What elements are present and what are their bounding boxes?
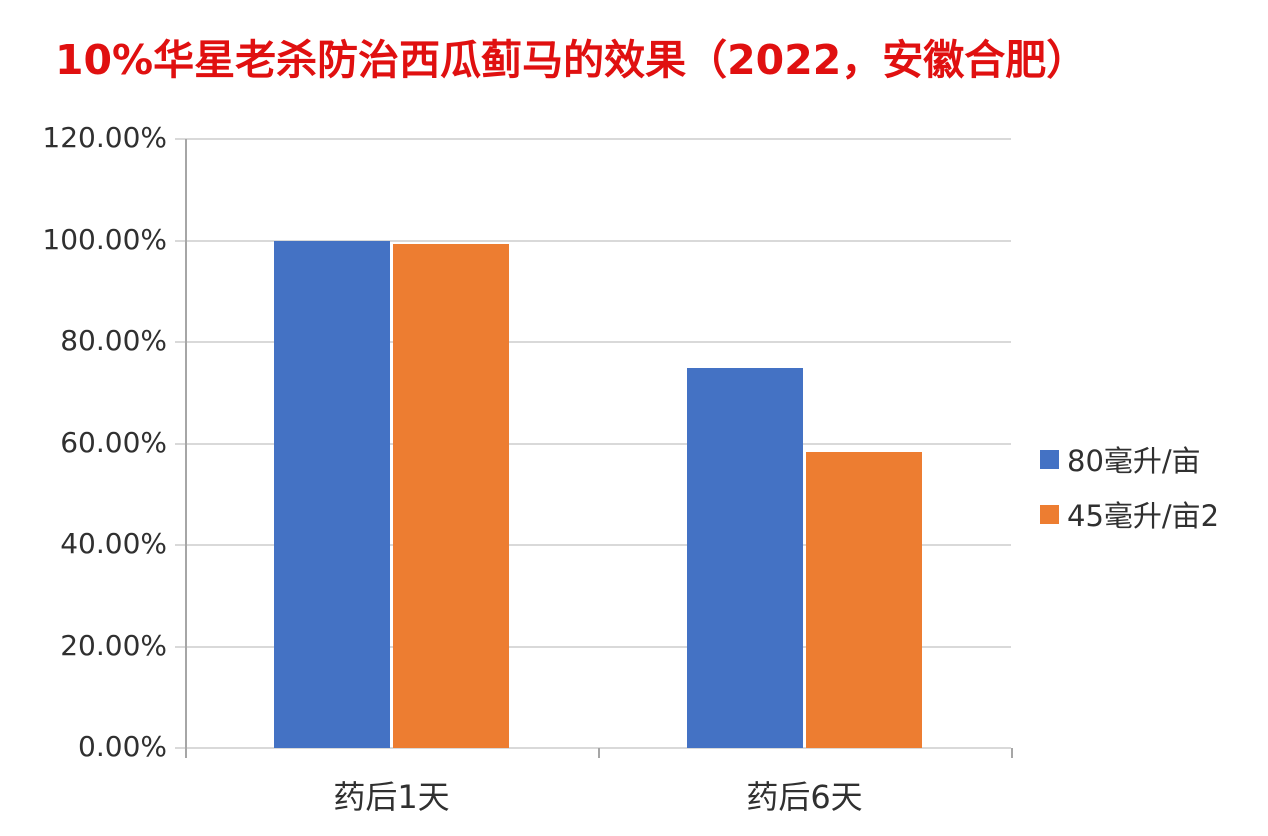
y-tick-label: 120.00%	[42, 121, 167, 154]
y-tick-label: 80.00%	[60, 324, 167, 357]
gridline	[175, 138, 1011, 140]
bar-series1-cat2	[687, 368, 803, 748]
bar-series1-cat1	[274, 240, 390, 748]
x-axis-tick	[1011, 748, 1013, 758]
gridline	[175, 442, 1011, 445]
y-tick-label: 60.00%	[60, 425, 167, 459]
gridline	[175, 747, 1011, 749]
x-category-label: 药后6天	[746, 778, 863, 816]
gridline	[175, 341, 1011, 343]
bar-series2-cat2	[806, 451, 922, 748]
legend-swatch-icon	[1040, 449, 1059, 469]
gridline	[175, 239, 1011, 242]
y-tick-label: 100.00%	[42, 222, 167, 256]
y-tick-label: 20.00%	[60, 628, 167, 662]
y-axis-line	[185, 139, 187, 758]
legend: 80毫升/亩 45毫升/亩2	[1040, 438, 1219, 548]
gridline	[175, 645, 1011, 648]
legend-item-2: 45毫升/亩2	[1040, 493, 1219, 535]
x-axis-tick	[598, 748, 600, 758]
legend-swatch-icon	[1040, 504, 1059, 524]
x-category-label: 药后1天	[333, 778, 450, 816]
y-tick-label: 0.00%	[78, 730, 167, 763]
y-tick-label: 40.00%	[60, 527, 167, 560]
gridline	[175, 544, 1011, 546]
bar-series2-cat1	[393, 244, 509, 748]
legend-label: 45毫升/亩2	[1067, 499, 1220, 533]
legend-label: 80毫升/亩	[1067, 444, 1201, 478]
chart-title: 10%华星老杀防治西瓜蓟马的效果（2022，安徽合肥）	[55, 36, 1088, 84]
legend-item-1: 80毫升/亩	[1040, 438, 1219, 480]
